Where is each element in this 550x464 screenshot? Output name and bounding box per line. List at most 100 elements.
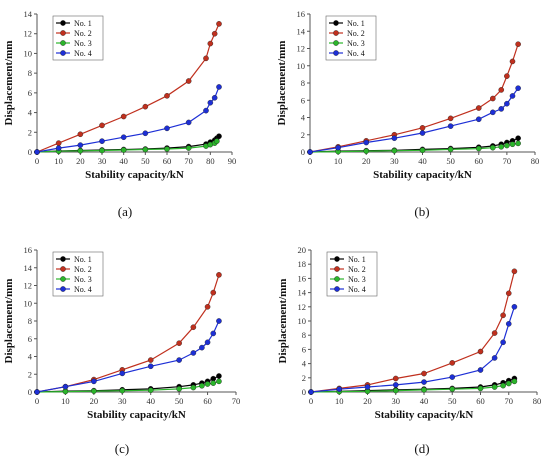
y-tick-label: 2	[301, 130, 305, 140]
data-point	[449, 360, 456, 366]
data-point	[91, 388, 97, 394]
x-tick-label: 20	[363, 396, 372, 406]
data-point	[391, 135, 398, 141]
chart-panel-3: 0 10 20 30 40 50 60 70 0 2 4 6 8 10 12 14 16 Stability ca…	[3, 245, 240, 456]
x-axis-label: Stability capacity/kN	[375, 409, 474, 421]
data-point	[490, 95, 496, 102]
legend-label: No. 3	[74, 39, 92, 48]
data-point	[77, 142, 84, 148]
y-tick-label: 16	[24, 245, 33, 255]
x-axis-label: Stability capacity/kN	[85, 169, 184, 181]
legend-label: No. 2	[74, 265, 92, 274]
data-point	[419, 147, 426, 154]
series-no-3	[34, 138, 220, 155]
x-tick-label: 0	[308, 156, 312, 166]
legend-swatch-marker	[333, 30, 339, 36]
x-tick-label: 10	[61, 396, 70, 406]
data-point	[120, 113, 127, 120]
legend-swatch-marker	[334, 286, 340, 292]
legend-label: No. 4	[347, 49, 365, 58]
data-point	[308, 389, 314, 395]
data-point	[147, 357, 154, 363]
y-tick-label: 14	[298, 288, 307, 298]
data-point	[500, 312, 506, 319]
data-point	[509, 141, 516, 148]
data-point	[147, 387, 154, 394]
data-point	[210, 380, 217, 386]
y-tick-label: 4	[301, 113, 306, 123]
data-point	[364, 384, 371, 390]
data-point	[475, 116, 482, 123]
legend-label: No. 1	[347, 19, 365, 28]
y-tick-label: 14	[24, 9, 33, 19]
legend-label: No. 4	[74, 49, 92, 58]
legend-label: No. 3	[348, 275, 366, 284]
data-point	[55, 145, 62, 151]
y-axis-label: Displacement/mm	[3, 41, 15, 126]
y-tick-label: 14	[24, 263, 33, 273]
data-point	[164, 125, 170, 132]
x-tick-label: 50	[448, 396, 457, 406]
series-no-4	[34, 318, 222, 395]
y-tick-label: 0	[28, 147, 32, 157]
chart-panel-4: 0 10 20 30 40 50 60 70 8002468101214161820Stabil…	[277, 245, 541, 456]
y-tick-label: 16	[298, 273, 307, 283]
data-point	[190, 324, 197, 331]
panel-caption: (a)	[118, 204, 132, 219]
data-point	[511, 378, 518, 385]
x-tick-label: 50	[141, 156, 150, 166]
data-point	[142, 130, 149, 137]
data-point	[120, 147, 127, 153]
x-tick-label: 0	[35, 156, 39, 166]
data-point	[204, 381, 211, 387]
y-tick-label: 0	[302, 387, 306, 397]
data-point	[490, 109, 496, 116]
data-point	[34, 149, 40, 155]
y-tick-label: 8	[28, 316, 32, 326]
data-point	[498, 106, 505, 112]
data-point	[211, 30, 218, 37]
legend-swatch-marker	[60, 50, 66, 56]
y-tick-label: 2	[28, 127, 32, 137]
y-tick-label: 16	[297, 9, 306, 19]
data-point	[307, 149, 313, 155]
data-point	[190, 384, 197, 391]
data-point	[447, 123, 454, 129]
data-point	[515, 85, 521, 91]
data-point	[214, 138, 220, 144]
y-tick-label: 2	[28, 369, 32, 379]
data-point	[77, 148, 84, 154]
data-point	[447, 115, 454, 122]
data-point	[199, 344, 205, 351]
legend-label: No. 4	[348, 285, 366, 294]
x-tick-label: 10	[334, 156, 343, 166]
data-point	[99, 138, 105, 144]
data-point	[216, 378, 222, 385]
data-point	[77, 131, 84, 138]
legend-label: No. 3	[347, 39, 365, 48]
y-tick-label: 10	[24, 298, 33, 308]
y-tick-label: 4	[28, 352, 33, 362]
y-tick-label: 12	[24, 29, 33, 39]
legend-label: No. 3	[74, 275, 92, 284]
data-point	[203, 55, 209, 62]
legend-swatch-marker	[333, 50, 339, 56]
x-tick-label: 70	[184, 156, 193, 166]
data-point	[477, 367, 484, 373]
data-point	[509, 58, 516, 65]
legend-label: No. 1	[74, 255, 92, 264]
y-axis-label: Displacement/mm	[276, 41, 288, 126]
x-tick-label: 0	[35, 396, 39, 406]
data-point	[91, 378, 97, 385]
data-point	[392, 382, 399, 388]
data-point	[216, 84, 222, 90]
data-point	[511, 268, 518, 275]
x-tick-label: 60	[203, 396, 212, 406]
data-point	[421, 387, 427, 393]
data-point	[490, 144, 496, 151]
x-tick-label: 80	[206, 156, 215, 166]
x-tick-label: 10	[54, 156, 63, 166]
legend-swatch-marker	[60, 20, 66, 26]
data-point	[164, 146, 170, 152]
y-tick-label: 4	[302, 359, 307, 369]
